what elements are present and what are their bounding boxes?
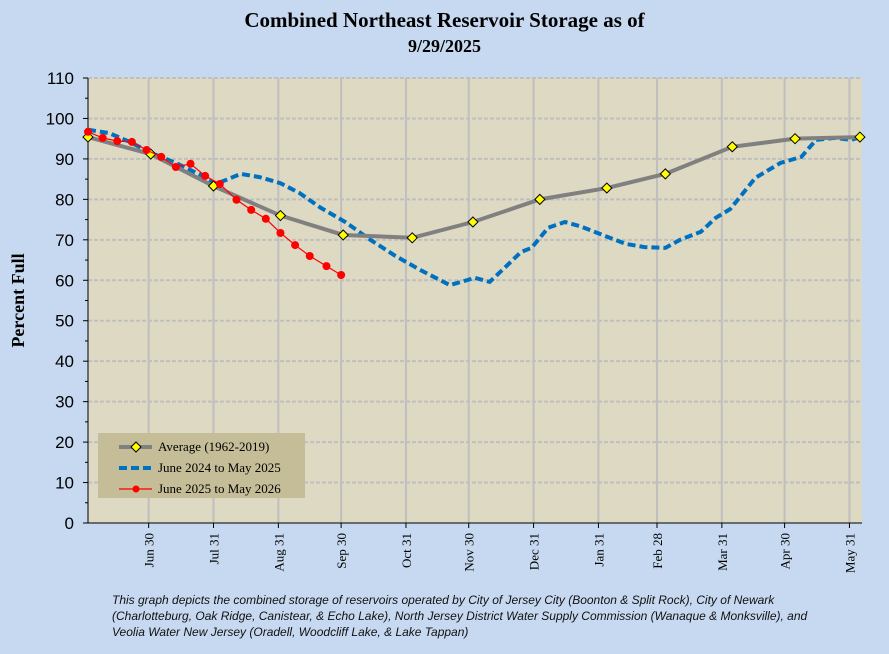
- data-point: [247, 205, 256, 214]
- data-point: [98, 133, 107, 142]
- data-point: [305, 252, 314, 260]
- data-point: [127, 137, 136, 146]
- legend-marker: [130, 441, 142, 453]
- data-point: [274, 209, 287, 222]
- data-point: [337, 271, 346, 280]
- x-tick-label: Jan 31: [591, 533, 606, 567]
- data-point: [337, 229, 349, 241]
- data-point: [261, 214, 270, 223]
- x-tick-label: Dec 31: [527, 533, 542, 570]
- data-point: [291, 241, 300, 250]
- y-tick-label: 0: [65, 514, 74, 533]
- x-tick-label: Nov 30: [462, 533, 477, 572]
- x-tick-label: Mar 31: [715, 533, 730, 571]
- data-point: [84, 127, 92, 136]
- y-tick-label: 70: [55, 231, 74, 250]
- data-point: [406, 232, 418, 244]
- data-point: [322, 262, 331, 271]
- y-tick-label: 40: [55, 352, 74, 371]
- chart-title: Combined Northeast Reservoir Storage as …: [244, 8, 645, 32]
- legend-label: June 2024 to May 2025: [158, 460, 281, 475]
- data-point: [854, 131, 866, 143]
- legend-label: June 2025 to May 2026: [158, 481, 281, 496]
- data-point: [142, 146, 151, 155]
- x-tick-label: May 31: [842, 533, 857, 573]
- x-tick-label: Jun 30: [142, 533, 157, 567]
- x-tick-label: Sep 30: [334, 533, 349, 569]
- y-tick-label: 20: [55, 433, 74, 452]
- data-point: [232, 195, 241, 204]
- data-point: [201, 171, 210, 180]
- y-tick-label: 90: [55, 150, 74, 169]
- data-point: [171, 163, 180, 171]
- data-point: [726, 141, 739, 153]
- x-tick-label: Apr 30: [778, 533, 793, 569]
- legend-marker: [132, 485, 140, 493]
- legend-box: [98, 433, 305, 498]
- chart-subtitle: 9/29/2025: [407, 36, 481, 56]
- data-point: [659, 168, 672, 180]
- y-tick-label: 50: [55, 312, 74, 331]
- data-point: [601, 182, 613, 194]
- y-tick-label: 10: [55, 474, 74, 493]
- data-point: [789, 132, 801, 145]
- y-tick-label: 60: [55, 271, 74, 290]
- legend-label: Average (1962-2019): [158, 439, 269, 454]
- footnote: This graph depicts the combined storage …: [112, 593, 808, 639]
- series-2: [84, 127, 346, 280]
- legend: Average (1962-2019) June 2024 to May 2025…: [98, 433, 305, 498]
- x-tick-label: Feb 28: [650, 533, 665, 569]
- x-tick-label: Aug 31: [271, 533, 286, 572]
- y-tick-label: 110: [47, 69, 74, 88]
- y-tick-label: 100: [46, 109, 74, 128]
- data-point: [534, 193, 546, 206]
- data-point: [467, 216, 479, 228]
- y-tick-label: 80: [55, 190, 74, 209]
- data-point: [215, 179, 224, 188]
- x-tick-label: Oct 31: [399, 533, 414, 568]
- x-tick-label: Jul 31: [207, 533, 222, 564]
- data-point: [113, 137, 122, 146]
- data-point: [186, 159, 195, 168]
- y-axis-label: Percent Full: [8, 253, 28, 347]
- data-point: [276, 228, 285, 237]
- y-tick-label: 30: [55, 393, 74, 412]
- data-point: [157, 152, 166, 161]
